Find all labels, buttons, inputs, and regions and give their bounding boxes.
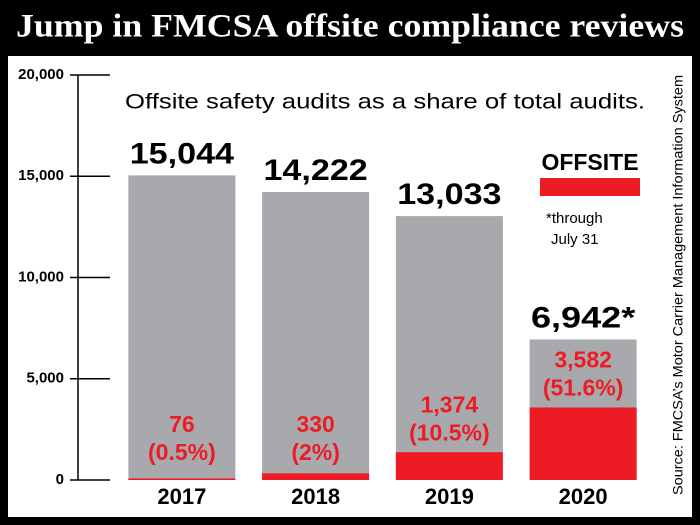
value-label: 6,942* — [531, 301, 636, 334]
value-label: 14,222 — [263, 154, 367, 187]
bar — [395, 216, 503, 480]
bar — [128, 478, 236, 480]
y-tick-label: 15,000 — [18, 167, 64, 184]
value-label: (0.5%) — [148, 439, 216, 465]
x-tick-label: 2019 — [425, 484, 474, 509]
value-label: (51.6%) — [543, 375, 624, 401]
value-label: 15,044 — [130, 137, 235, 170]
bar — [395, 452, 503, 480]
x-tick-label: 2018 — [291, 484, 340, 509]
value-label: 330 — [296, 411, 334, 437]
value-label: 3,582 — [554, 347, 612, 373]
value-label: (2%) — [291, 439, 340, 465]
bar — [262, 473, 370, 480]
y-tick-label: 0 — [56, 471, 64, 488]
note: July 31 — [551, 231, 599, 248]
y-tick-label: 5,000 — [26, 370, 64, 387]
subtitle: Offsite safety audits as a share of tota… — [125, 91, 645, 114]
x-tick-label: 2020 — [559, 484, 608, 509]
y-tick-label: 10,000 — [18, 268, 64, 285]
bar — [128, 175, 236, 480]
bar — [529, 407, 637, 480]
note: *through — [546, 210, 603, 227]
legend-label: OFFSITE — [541, 149, 638, 175]
x-tick-label: 2017 — [157, 484, 206, 509]
source: Source: FMCSA’s Motor Carrier Management… — [670, 75, 686, 495]
value-label: 76 — [169, 411, 195, 437]
legend-swatch — [540, 178, 640, 196]
value-label: 1,374 — [421, 391, 479, 417]
value-label: 13,033 — [397, 178, 501, 211]
value-label: (10.5%) — [409, 419, 490, 445]
y-tick-label: 20,000 — [18, 66, 64, 83]
bar — [262, 192, 370, 480]
chart-title: Jump in FMCSA offsite compliance reviews — [16, 9, 684, 45]
